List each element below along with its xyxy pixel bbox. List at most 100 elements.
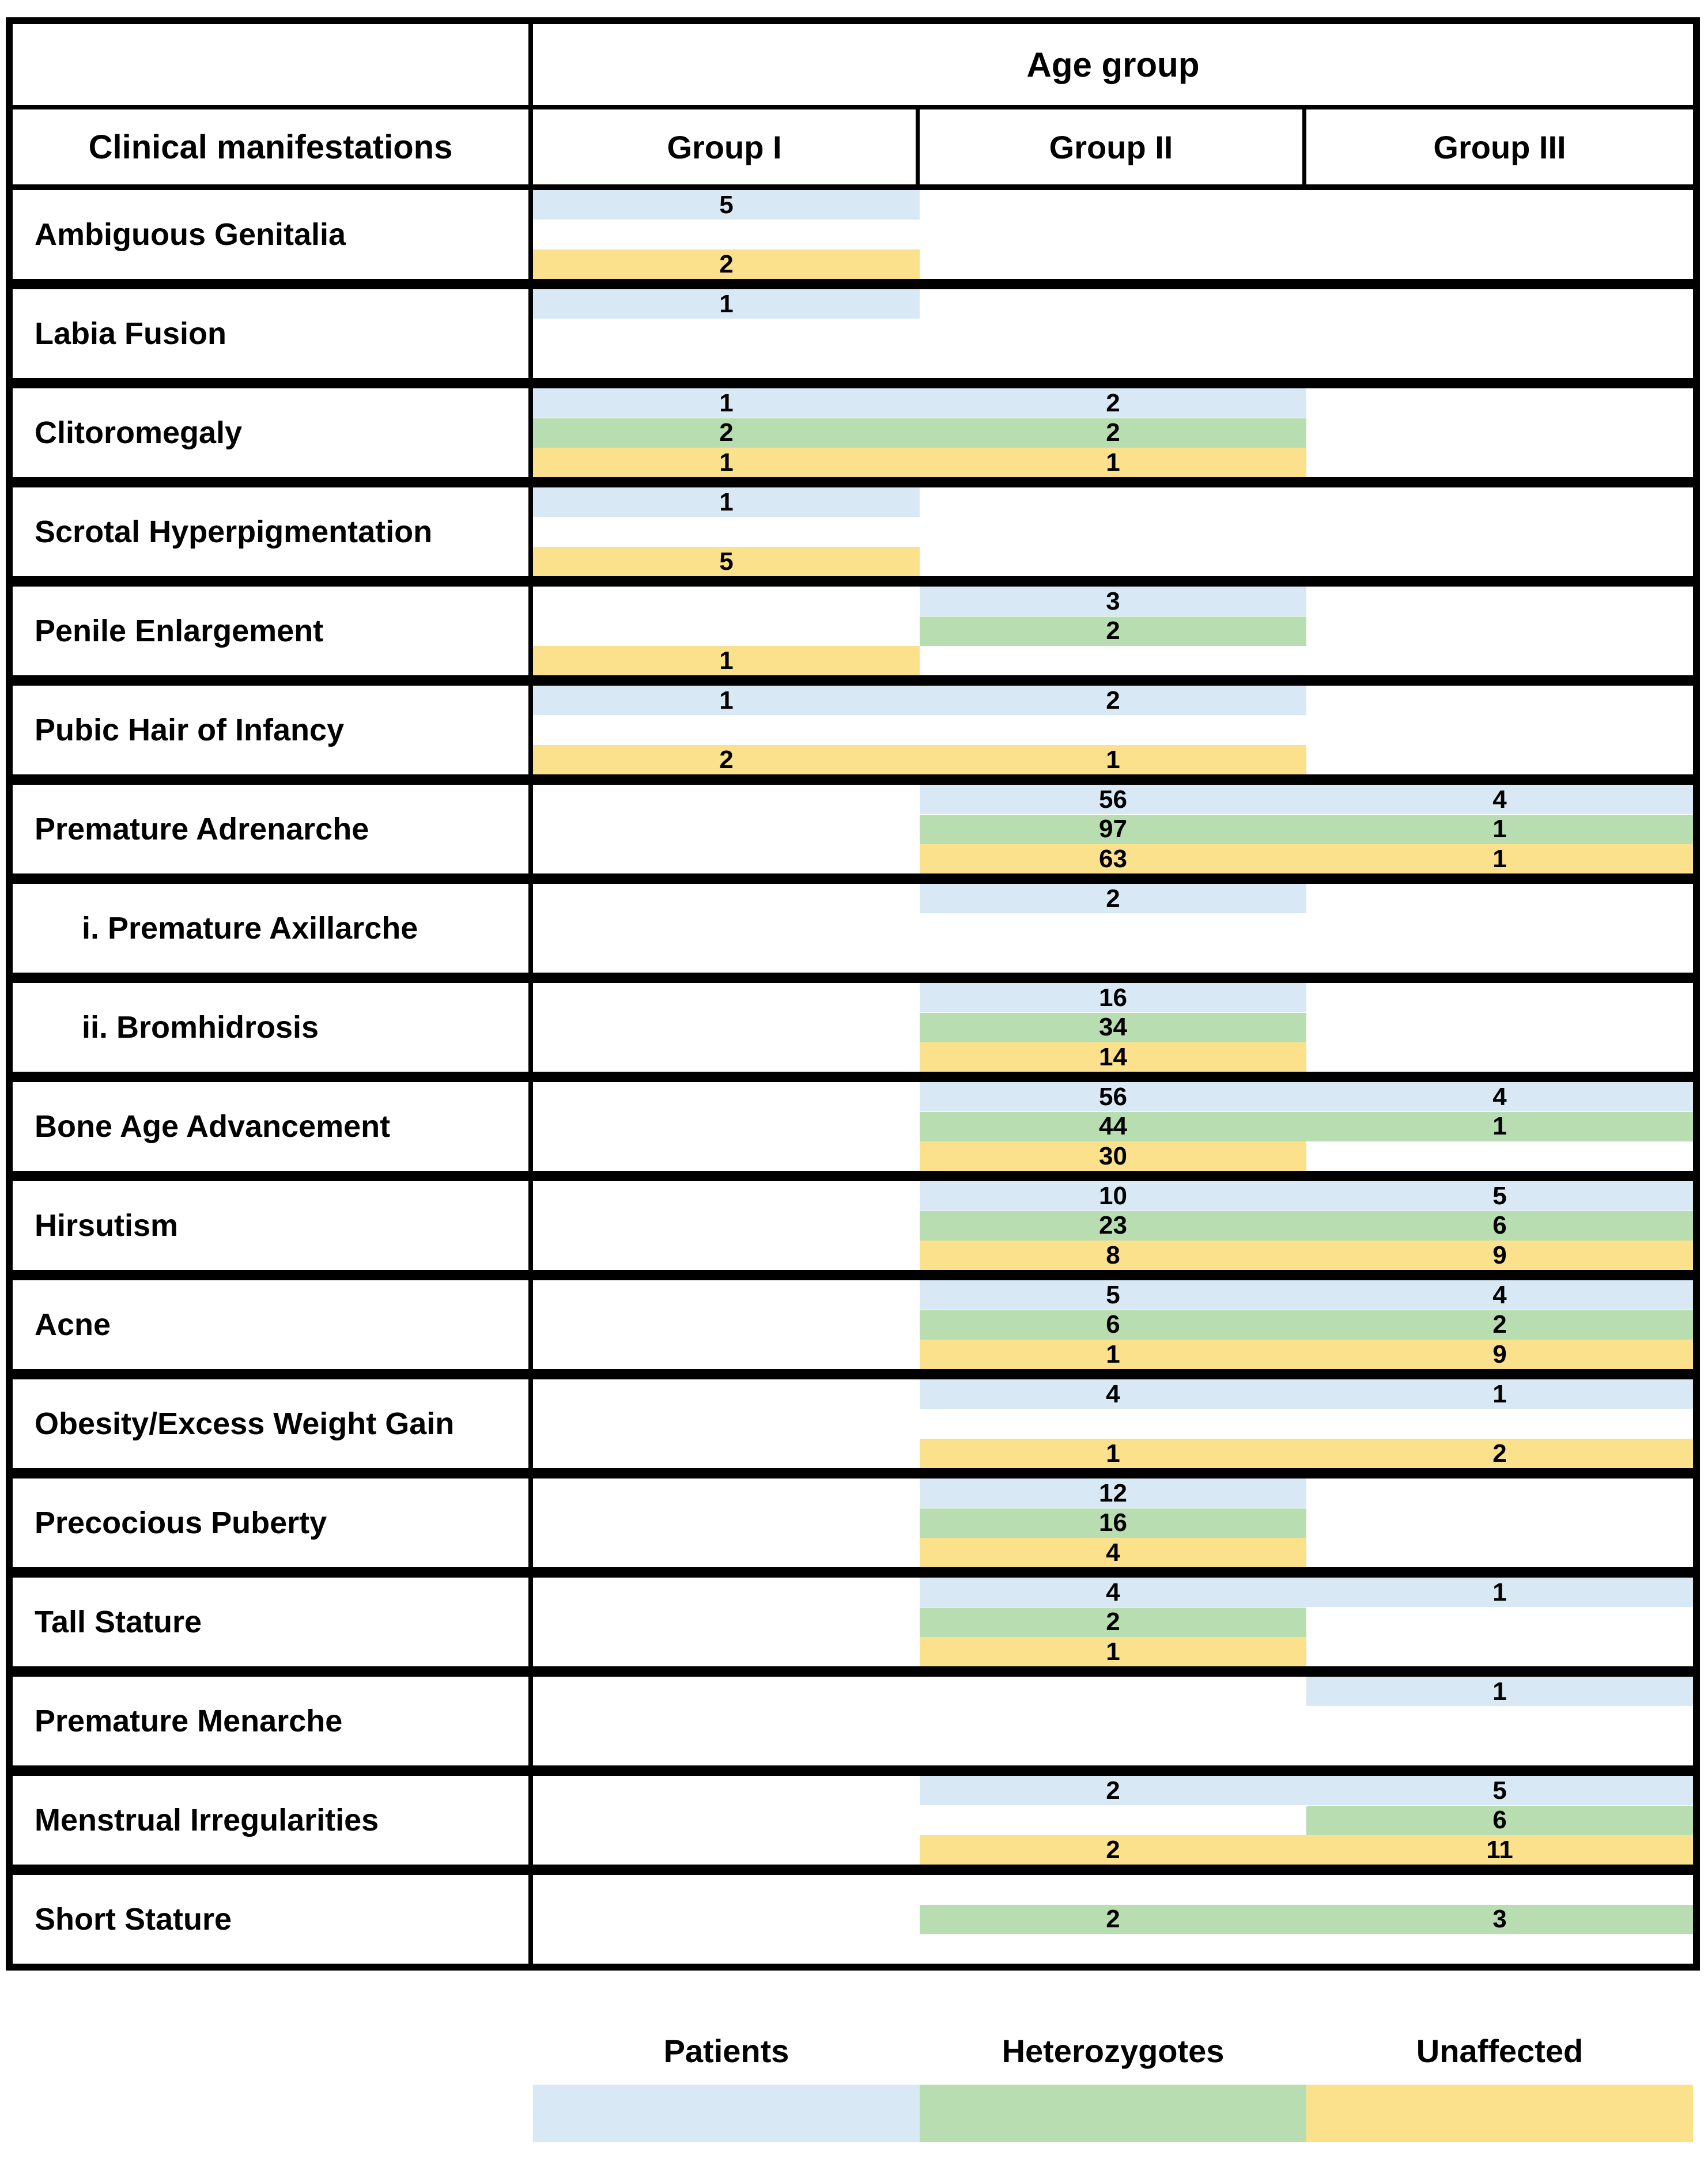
bar-value: 2 — [1106, 388, 1120, 417]
table-row: i. Premature Axillarche 2 — [13, 884, 1693, 983]
clinical-manifestations-table: Age group Clinical manifestations Group … — [6, 17, 1700, 1971]
legend-label-unaffected: Unaffected — [1416, 2033, 1584, 2069]
bar-value: 1 — [1492, 1379, 1507, 1408]
legend-swatch-heterozygotes — [920, 2085, 1306, 2142]
row-label: ii. Bromhidrosis — [13, 983, 533, 1072]
bar-value: 16 — [1099, 983, 1127, 1012]
bar-value: 5 — [719, 547, 734, 576]
bar-value: 1 — [1106, 1637, 1120, 1666]
bar-unaffected: 30 — [920, 1141, 1306, 1171]
bar-heterozygotes: 44 1 — [920, 1111, 1693, 1141]
bar-value: 1 — [1492, 815, 1507, 843]
table-row: Tall Stature 4 1 2 1 — [13, 1578, 1693, 1677]
bar-value: 14 — [1099, 1042, 1127, 1071]
legend-swatch-patients — [533, 2085, 920, 2142]
row-label: i. Premature Axillarche — [13, 884, 533, 973]
clinical-manifestations-header: Clinical manifestations — [13, 109, 533, 184]
legend: Patients Heterozygotes Unaffected — [0, 2017, 1708, 2161]
table-row: Premature Menarche 1 — [13, 1677, 1693, 1776]
bar-unaffected: 14 — [920, 1042, 1306, 1072]
table-row: Obesity/Excess Weight Gain 4 1 1 2 — [13, 1379, 1693, 1478]
bar-value: 1 — [1492, 844, 1507, 873]
bar-value: 1 — [719, 686, 734, 714]
bar-value: 3 — [1106, 587, 1120, 615]
bar-value: 4 — [1492, 785, 1507, 814]
table-row: Bone Age Advancement 56 4 44 1 30 — [13, 1082, 1693, 1181]
row-label: Bone Age Advancement — [13, 1082, 533, 1171]
bar-unaffected: 1 — [533, 646, 920, 675]
table-row: Premature Adrenarche 56 4 97 1 63 1 — [13, 785, 1693, 884]
row-label: Acne — [13, 1280, 533, 1369]
bar-value: 2 — [1106, 418, 1120, 447]
column-header-group-1: Group I — [533, 109, 920, 184]
bar-value: 97 — [1099, 815, 1127, 843]
table-row: Penile Enlargement 3 2 1 — [13, 587, 1693, 686]
table-row: Scrotal Hyperpigmentation 1 5 — [13, 487, 1693, 587]
table-row: ii. Bromhidrosis 16 34 14 — [13, 983, 1693, 1082]
bar-value: 30 — [1099, 1141, 1127, 1170]
bar-value: 2 — [719, 418, 734, 447]
bar-heterozygotes: 2 — [920, 616, 1306, 646]
bar-area: 1 — [533, 289, 1693, 378]
bar-value: 2 — [719, 249, 734, 278]
table-row: Short Stature 2 3 — [13, 1875, 1693, 1964]
bar-heterozygotes: 6 — [1306, 1805, 1693, 1835]
bar-area: 56 4 97 1 63 1 — [533, 785, 1693, 873]
corner-cell — [13, 24, 533, 105]
bar-value: 5 — [1106, 1280, 1120, 1309]
bar-heterozygotes: 2 — [920, 1607, 1306, 1637]
bar-value: 56 — [1099, 1082, 1127, 1111]
bar-value: 1 — [1106, 448, 1120, 477]
bar-value: 5 — [719, 190, 734, 219]
bar-value: 2 — [1106, 1608, 1120, 1636]
age-group-header: Age group — [1026, 45, 1200, 84]
bar-unaffected: 63 1 — [920, 844, 1693, 873]
bar-value: 1 — [719, 388, 734, 417]
bar-area: 12 16 4 — [533, 1478, 1693, 1567]
bar-value: 1 — [719, 448, 734, 477]
bar-value: 4 — [1106, 1578, 1120, 1606]
bar-unaffected: 2 — [533, 249, 920, 279]
bar-heterozygotes: 97 1 — [920, 814, 1693, 844]
bar-patients: 3 — [920, 587, 1306, 616]
row-label: Pubic Hair of Infancy — [13, 686, 533, 774]
bar-patients: 56 4 — [920, 1082, 1693, 1111]
table-row: Acne 5 4 6 2 1 9 — [13, 1280, 1693, 1379]
bar-patients: 12 — [920, 1478, 1306, 1508]
bar-value: 1 — [719, 487, 734, 516]
bar-heterozygotes: 16 — [920, 1508, 1306, 1538]
bar-value: 63 — [1099, 844, 1127, 873]
bar-patients: 16 — [920, 983, 1306, 1012]
bar-value: 4 — [1492, 1082, 1507, 1111]
bar-patients: 1 — [533, 289, 920, 319]
bar-value: 44 — [1099, 1112, 1127, 1140]
row-label: Premature Menarche — [13, 1677, 533, 1765]
legend-label-heterozygotes: Heterozygotes — [1002, 2033, 1225, 2069]
row-label: Premature Adrenarche — [13, 785, 533, 873]
bar-area: 1 — [533, 1677, 1693, 1765]
bar-patients: 1 — [533, 487, 920, 517]
bar-value: 10 — [1099, 1181, 1127, 1210]
row-label: Menstrual Irregularities — [13, 1776, 533, 1865]
row-label: Precocious Puberty — [13, 1478, 533, 1567]
bar-value: 8 — [1106, 1241, 1120, 1269]
column-header-group-3: Group III — [1433, 128, 1566, 165]
bar-value: 34 — [1099, 1013, 1127, 1041]
bar-value: 1 — [1106, 745, 1120, 774]
bar-patients: 1 — [1306, 1677, 1693, 1706]
